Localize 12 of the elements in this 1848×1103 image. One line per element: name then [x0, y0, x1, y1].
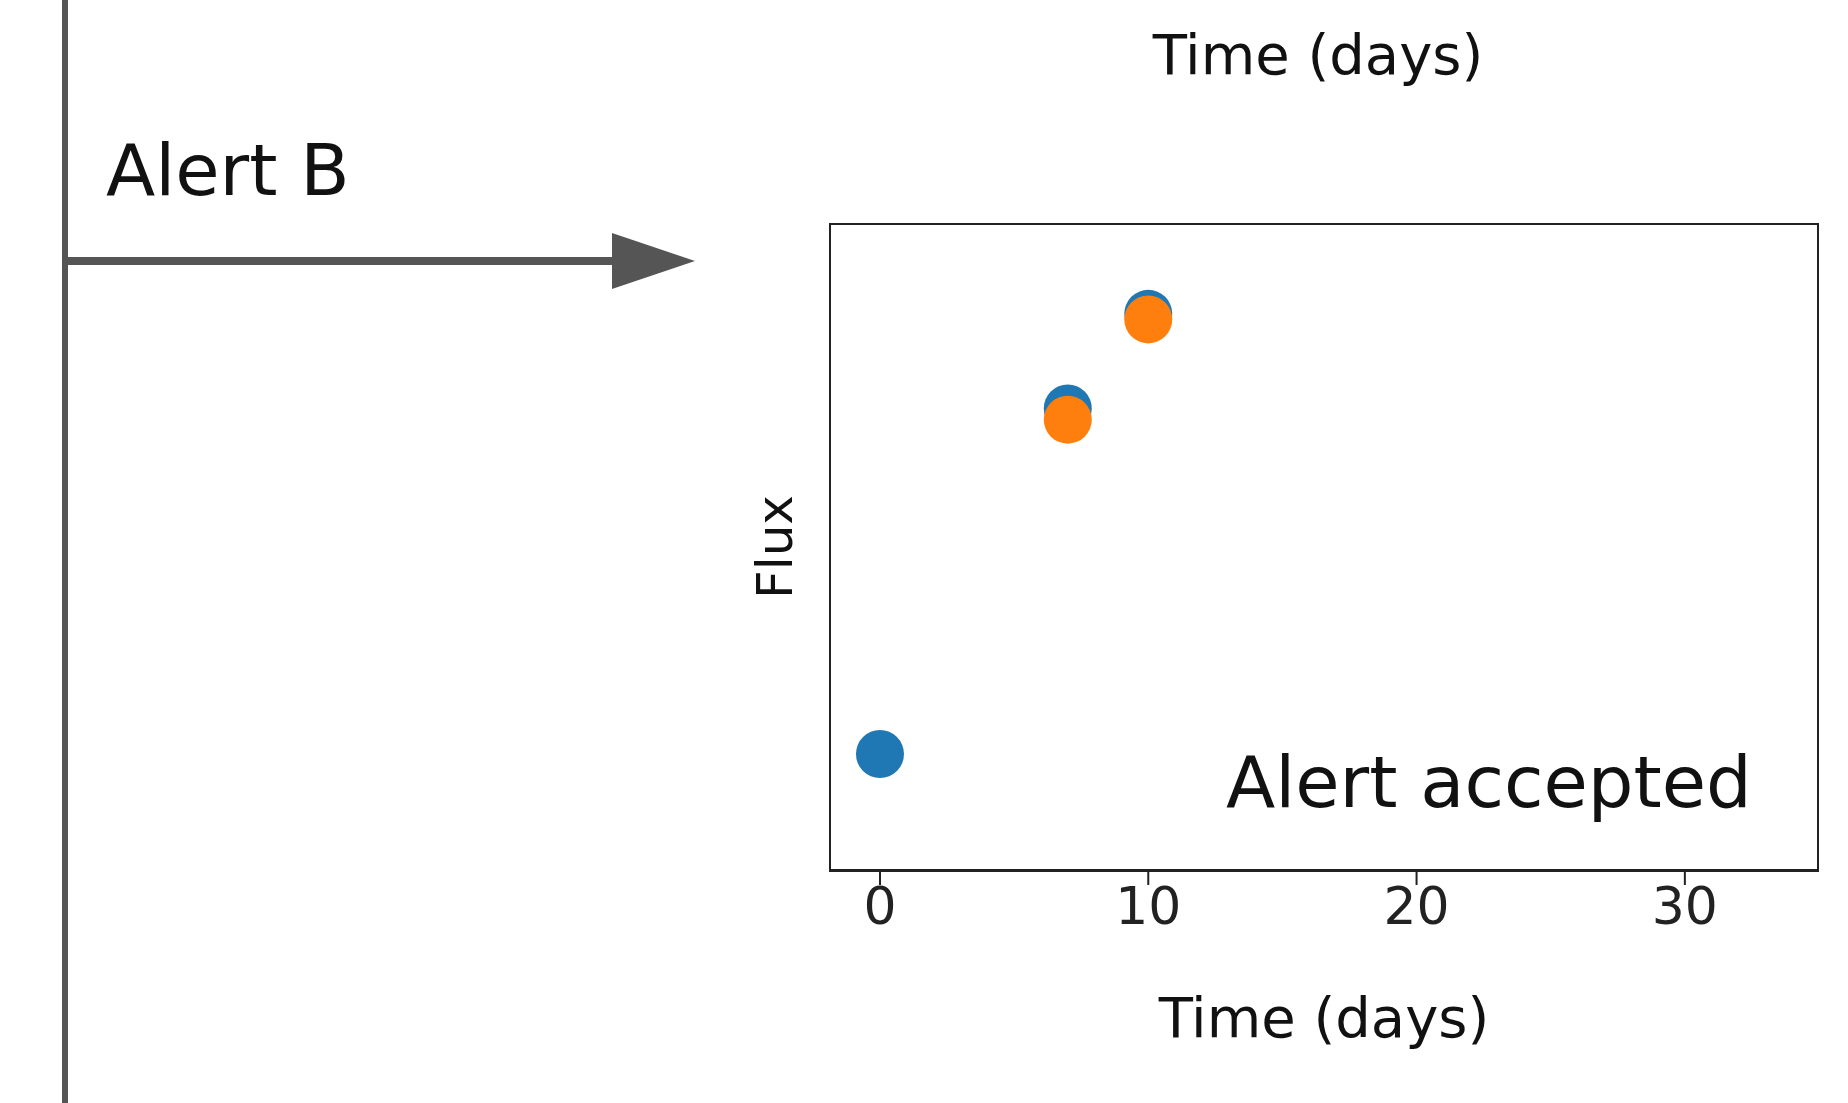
- y-axis-title: Flux: [745, 494, 805, 601]
- text: Time (days): [1151, 22, 1485, 87]
- x-tick-label: 0: [863, 875, 897, 936]
- point: [855, 729, 904, 778]
- point: [1043, 395, 1092, 444]
- x-tick-label: 20: [1383, 875, 1450, 936]
- point: [1124, 295, 1173, 344]
- x-tick-label: 10: [1115, 875, 1182, 936]
- x-tick-label: 30: [1651, 875, 1718, 936]
- text: Alert B: [106, 128, 350, 212]
- annotation: Alert accepted: [1226, 740, 1752, 824]
- x-axis-title: Time (days): [1157, 985, 1491, 1050]
